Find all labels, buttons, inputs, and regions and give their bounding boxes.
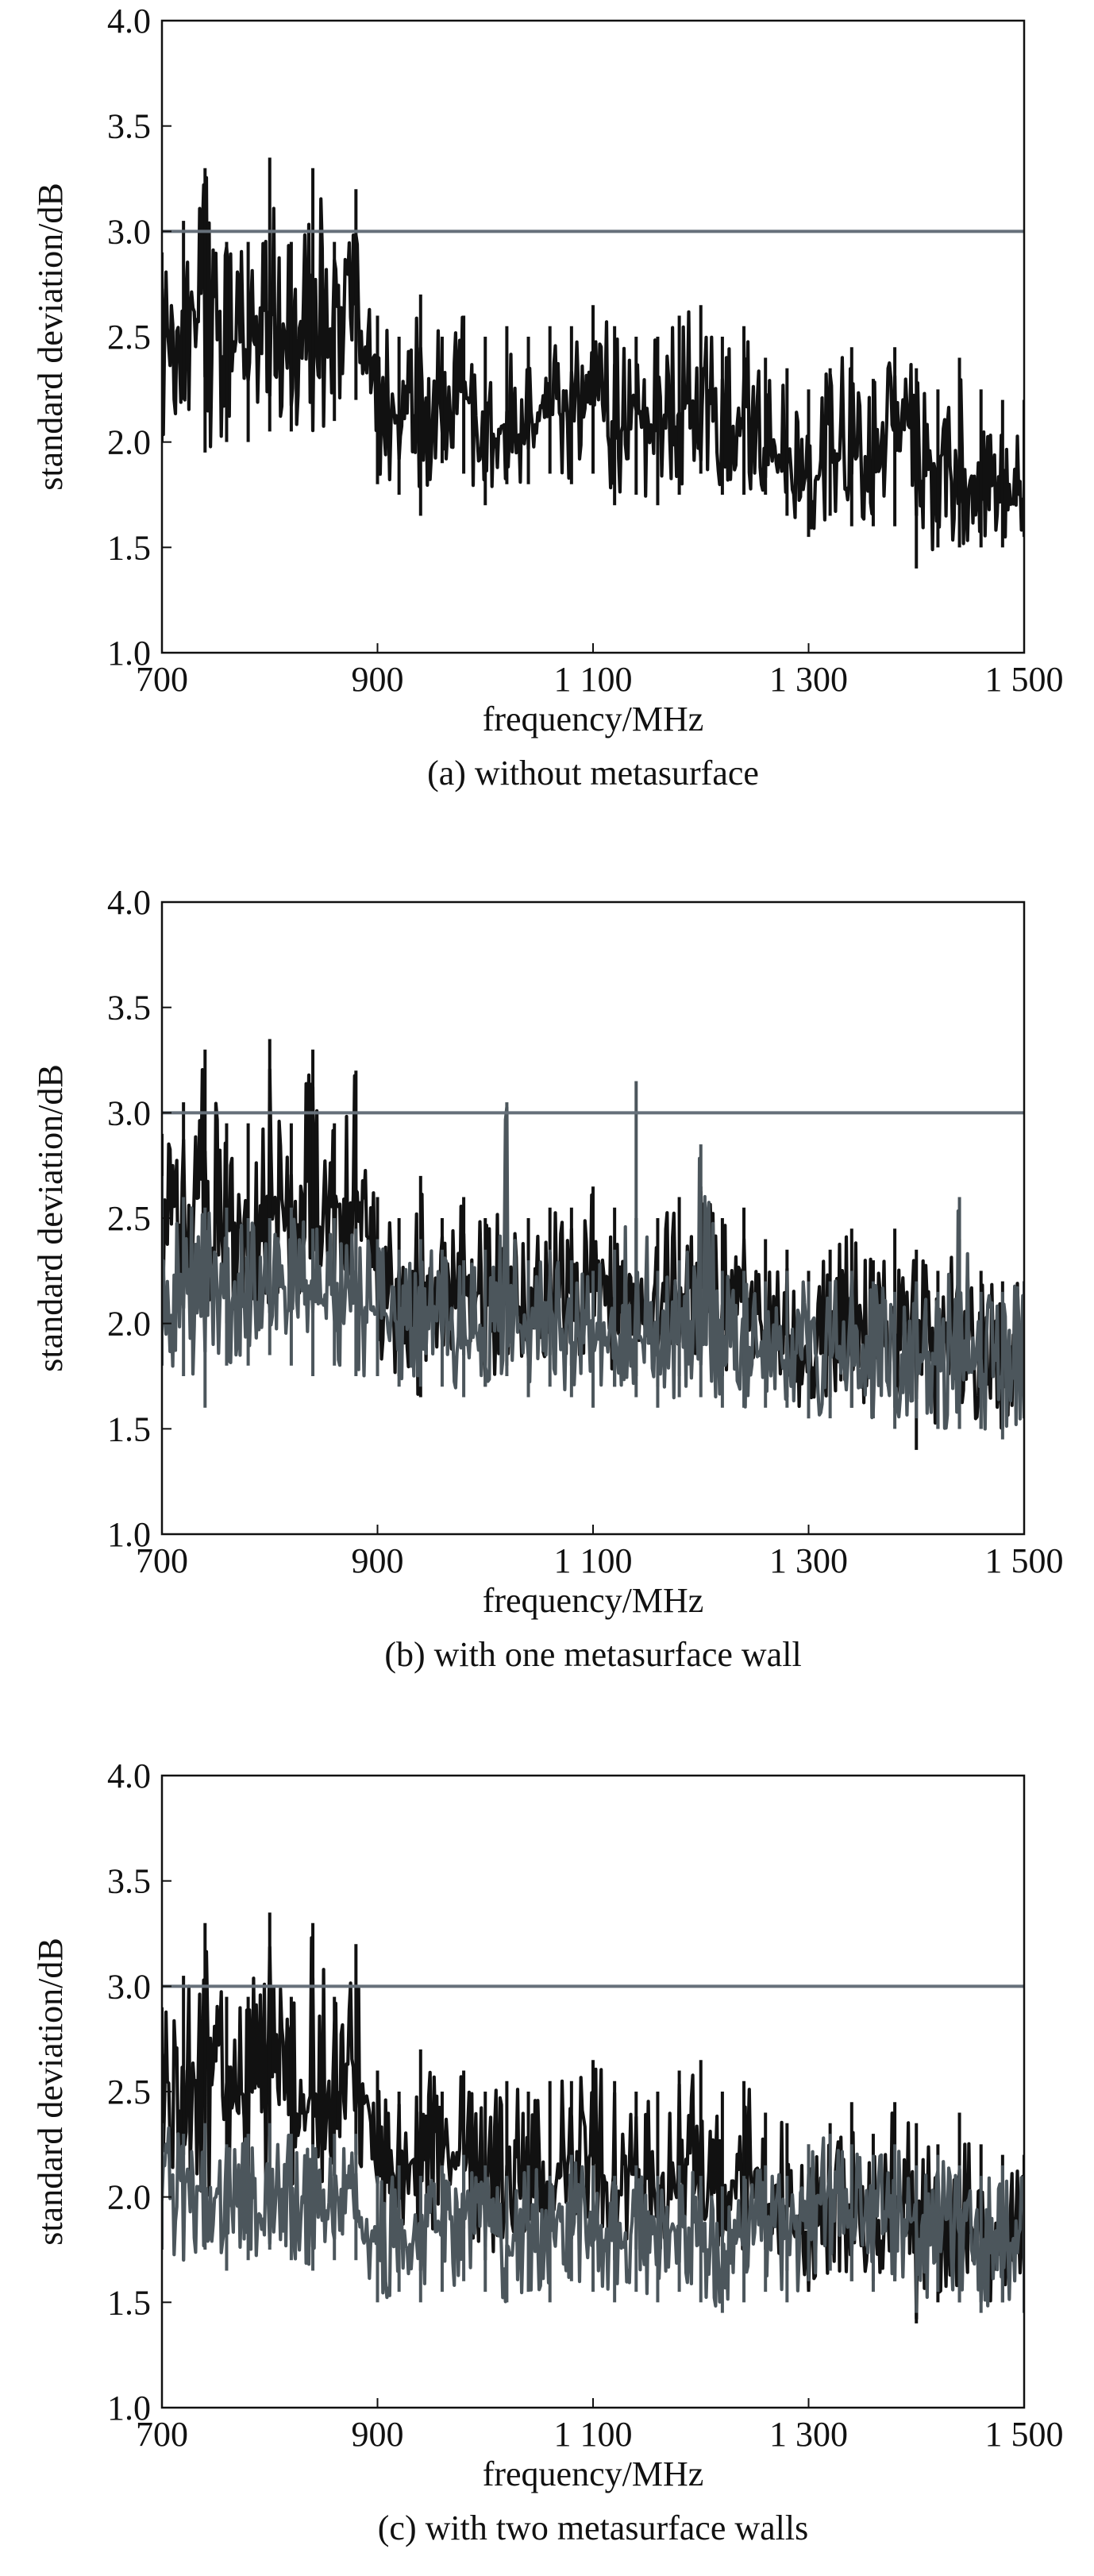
x-axis-label-b: frequency/MHz: [483, 1581, 704, 1620]
y-tick-label-a-5: 3.5: [107, 107, 151, 146]
panel-caption-b: (b) with one metasurface wall: [384, 1635, 801, 1674]
x-tick-label-c-1: 900: [352, 2415, 404, 2454]
y-tick-label-a-6: 4.0: [107, 2, 151, 40]
x-tick-label-c-4: 1 500: [985, 2415, 1064, 2454]
y-tick-label-c-5: 3.5: [107, 1862, 151, 1901]
y-tick-label-b-6: 4.0: [107, 883, 151, 922]
y-axis-label-c: standard deviation/dB: [31, 1938, 70, 2245]
y-tick-label-c-2: 2.0: [107, 2178, 151, 2217]
x-tick-label-b-2: 1 100: [554, 1541, 633, 1580]
panel-b: 1.0 1.5 2.0 2.5 3.0 3.5 4.0 700 900 1 100 1 300 1 5…: [31, 883, 1064, 1674]
x-tick-label-c-3: 1 300: [769, 2415, 848, 2454]
y-tick-label-c-1: 1.5: [107, 2283, 151, 2322]
y-tick-label-b-0: 1.0: [107, 1515, 151, 1554]
y-tick-label-b-5: 3.5: [107, 989, 151, 1028]
y-tick-label-b-2: 2.0: [107, 1305, 151, 1344]
x-tick-label-a-1: 900: [352, 660, 404, 699]
y-tick-label-a-3: 2.5: [107, 318, 151, 357]
x-tick-label-a-2: 1 100: [554, 660, 633, 699]
x-tick-label-b-3: 1 300: [769, 1541, 848, 1580]
x-tick-label-c-2: 1 100: [554, 2415, 633, 2454]
y-axis-label-a: standard deviation/dB: [31, 183, 70, 490]
x-tick-label-a-4: 1 500: [985, 660, 1064, 699]
y-tick-label-b-1: 1.5: [107, 1409, 151, 1448]
y-tick-label-a-0: 1.0: [107, 634, 151, 673]
y-axis-label-b: standard deviation/dB: [31, 1064, 70, 1371]
y-tick-label-c-3: 2.5: [107, 2073, 151, 2111]
y-tick-label-a-1: 1.5: [107, 528, 151, 567]
x-axis-label-a: frequency/MHz: [483, 700, 704, 738]
panel-caption-c: (c) with two metasurface walls: [378, 2509, 808, 2547]
x-tick-label-c-0: 700: [136, 2415, 188, 2454]
x-tick-label-a-0: 700: [136, 660, 188, 699]
panel-a: 1.0 1.5 2.0 2.5 3.0 3.5 4.0 700 900 1 100 1 300 1 5…: [31, 2, 1064, 792]
x-tick-label-b-0: 700: [136, 1541, 188, 1580]
y-tick-label-c-4: 3.0: [107, 1967, 151, 2006]
panel-caption-a: (a) without metasurface: [427, 754, 759, 792]
x-tick-label-a-3: 1 300: [769, 660, 848, 699]
panel-c: 1.0 1.5 2.0 2.5 3.0 3.5 4.0 700 900 1 100 1 300 1 5…: [31, 1757, 1064, 2547]
y-tick-label-b-4: 3.0: [107, 1093, 151, 1132]
y-tick-label-a-2: 2.0: [107, 423, 151, 462]
y-tick-label-b-3: 2.5: [107, 1199, 151, 1238]
y-tick-label-c-0: 1.0: [107, 2389, 151, 2428]
x-tick-label-b-4: 1 500: [985, 1541, 1064, 1580]
y-tick-label-c-6: 4.0: [107, 1757, 151, 1795]
x-axis-label-c: frequency/MHz: [483, 2455, 704, 2493]
y-tick-label-a-4: 3.0: [107, 212, 151, 251]
x-tick-label-b-1: 900: [352, 1541, 404, 1580]
